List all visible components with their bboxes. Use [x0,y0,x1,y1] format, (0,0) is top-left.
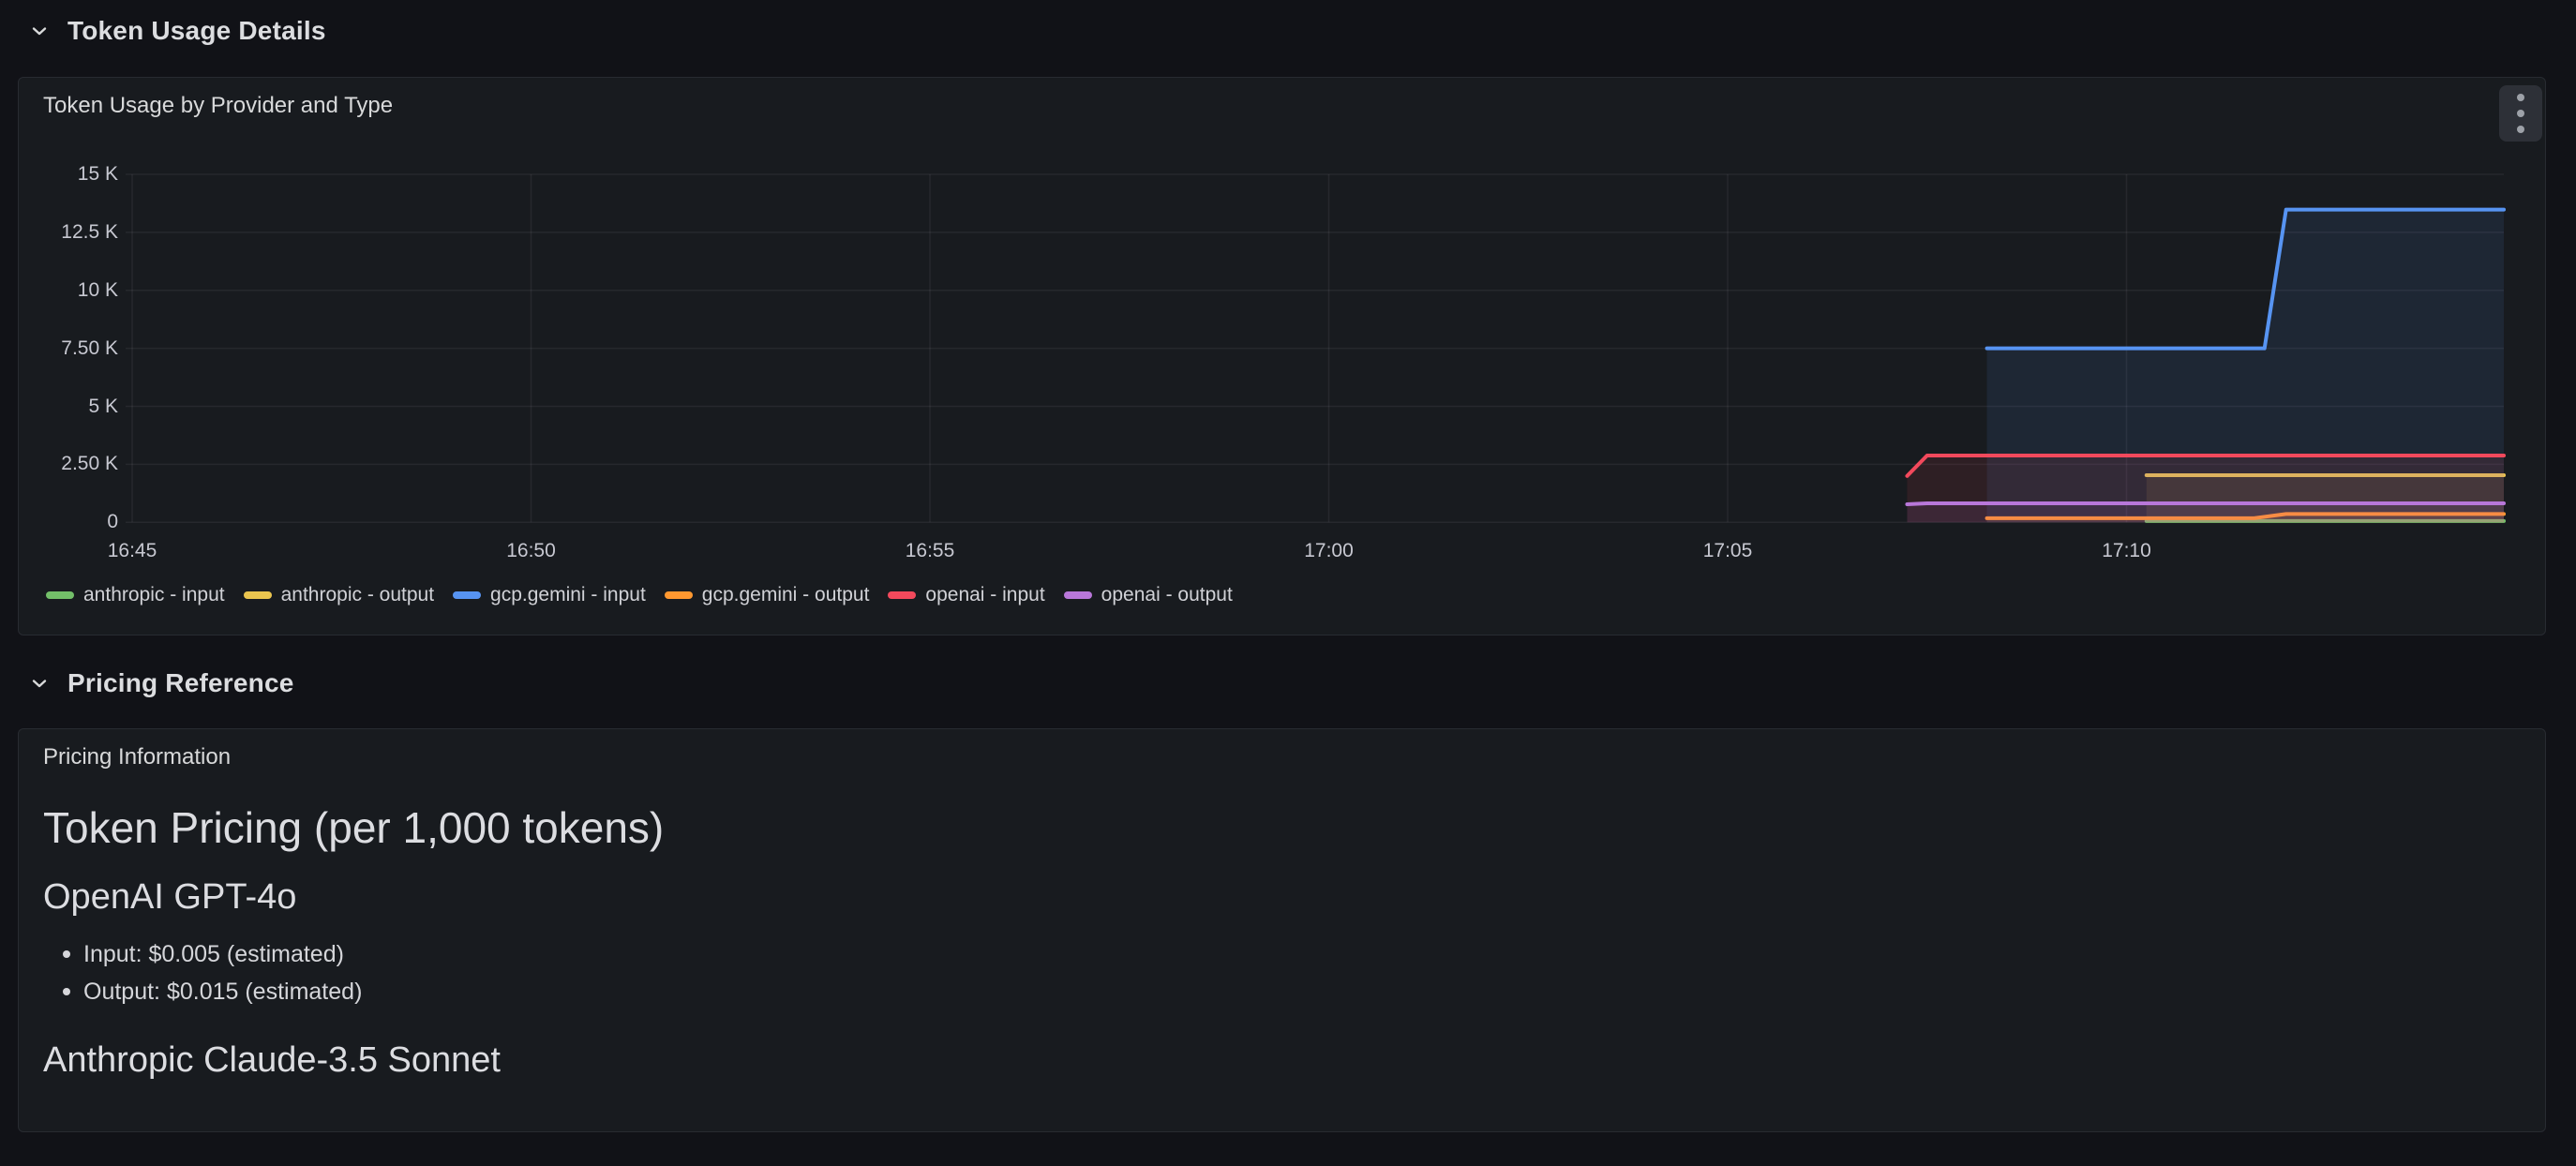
legend-swatch [1063,591,1092,599]
y-axis-tick-label: 12.5 K [61,220,118,243]
x-axis-tick-label: 17:00 [1304,540,1354,561]
legend-item-gcp-gemini-output[interactable]: gcp.gemini - output [664,584,870,606]
series-fill-gcp-gemini-input [1986,209,2505,523]
legend-label: openai - output [1101,584,1233,605]
series-line-gcp-gemini-input [1984,207,2507,351]
y-axis-tick-label: 2.50 K [61,453,118,475]
legend-swatch [453,591,482,599]
legend-item-anthropic-input[interactable]: anthropic - input [46,584,225,606]
y-axis-tick-label: 10 K [77,278,118,301]
chevron-down-icon[interactable] [28,672,51,695]
legend-label: anthropic - input [83,584,225,605]
model-heading-anthropic: Anthropic Claude-3.5 Sonnet [43,1040,501,1080]
chevron-down-icon[interactable] [28,20,51,42]
panel-title[interactable]: Token Usage by Provider and Type [43,93,394,118]
model-heading-openai: OpenAI GPT-4o [43,877,297,917]
pricing-text-content: Token Pricing (per 1,000 tokens) OpenAI … [43,774,2521,1084]
legend-swatch [243,591,272,599]
legend-swatch [664,591,693,599]
pricing-bullet: Output: $0.015 (estimated) [63,973,2521,1010]
chart-canvas [126,173,2507,524]
section-title: Pricing Reference [67,668,294,697]
legend-item-openai-input[interactable]: openai - input [888,584,1045,606]
y-axis-tick-label: 7.50 K [61,336,118,359]
kebab-menu-icon[interactable] [2499,85,2542,142]
legend-swatch [888,591,917,599]
x-axis-tick-label: 16:55 [905,540,955,561]
legend-item-anthropic-output[interactable]: anthropic - output [243,584,435,606]
legend-label: openai - input [925,584,1045,605]
y-axis-tick-label: 0 [107,511,118,533]
legend-label: anthropic - output [280,584,435,605]
y-axis-tick-label: 5 K [88,395,118,417]
legend-item-openai-output[interactable]: openai - output [1063,584,1233,606]
series-fill-openai-input [1907,456,2505,523]
pricing-bullet: Input: $0.005 (estimated) [63,935,2521,973]
legend-label: gcp.gemini - input [490,584,646,605]
pricing-information-panel: Pricing Information Token Pricing (per 1… [18,728,2546,1132]
section-title: Token Usage Details [67,16,326,45]
x-axis-tick-label: 16:50 [506,540,556,561]
legend-item-gcp-gemini-input[interactable]: gcp.gemini - input [453,584,646,606]
y-axis-tick-label: 15 K [77,163,118,185]
series-line-gcp-gemini-output [1984,512,2507,520]
time-series-plot [126,172,2507,525]
section-header-token-usage-details[interactable]: Token Usage Details [28,9,326,52]
legend-swatch [46,591,74,599]
pricing-bullet-list: Input: $0.005 (estimated) Output: $0.015… [43,935,2521,1010]
kebab-dot [2517,110,2524,117]
kebab-dot [2517,94,2524,101]
kebab-dot [2517,126,2524,133]
x-axis-tick-label: 17:05 [1702,540,1753,561]
token-usage-chart-panel: Token Usage by Provider and Type anthrop… [18,77,2546,635]
series-line-openai-input [1905,454,2507,478]
series-fill-openai-output [1907,503,2505,523]
x-axis-tick-label: 17:10 [2102,540,2151,561]
x-axis-tick-label: 16:45 [107,540,157,561]
series-line-openai-output [1905,501,2507,506]
chart-legend: anthropic - input anthropic - output gcp.g… [46,578,1233,612]
pricing-heading: Token Pricing (per 1,000 tokens) [43,803,665,852]
legend-label: gcp.gemini - output [701,584,870,605]
panel-title[interactable]: Pricing Information [43,744,232,770]
series-fill-anthropic-output [2146,475,2505,523]
section-header-pricing-reference[interactable]: Pricing Reference [28,662,294,705]
